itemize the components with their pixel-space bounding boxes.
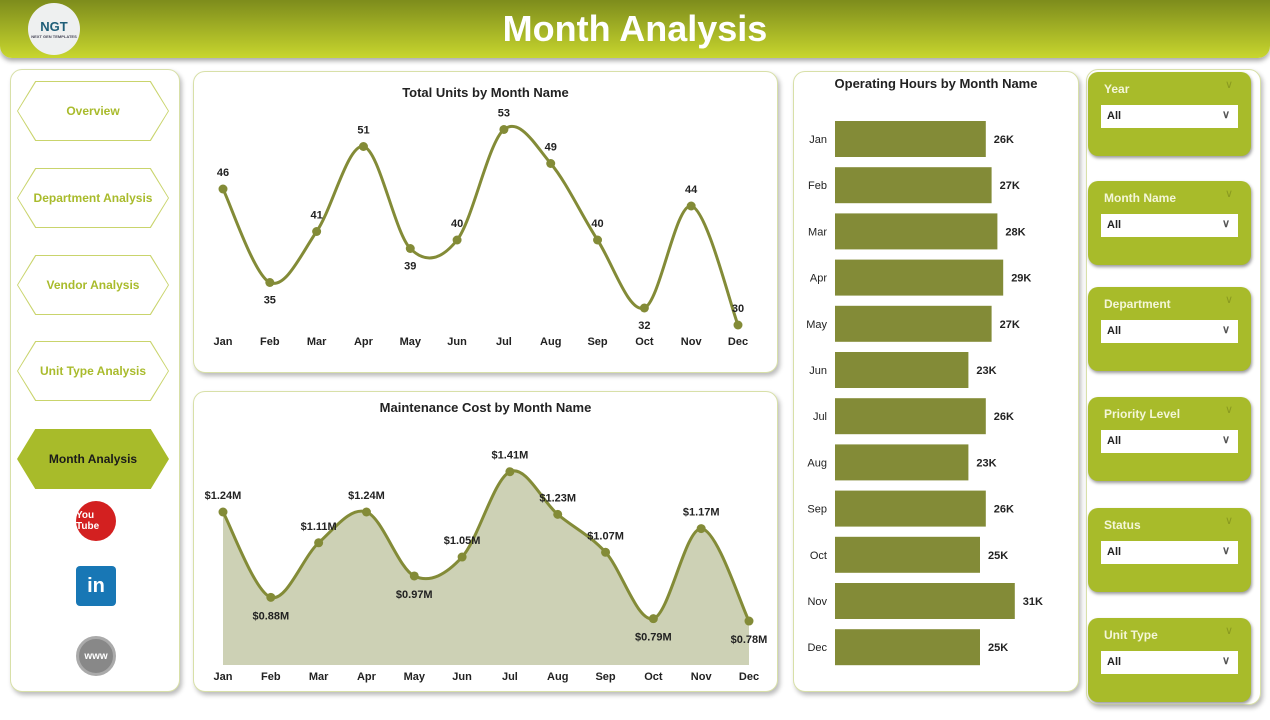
chevron-down-icon: ∨: [1221, 545, 1230, 557]
dropdown-value: All: [1107, 110, 1122, 122]
logo: NGT NEXT GEN TEMPLATES: [28, 3, 80, 55]
chart-title: Operating Hours by Month Name: [834, 76, 1038, 91]
nav-label: Vendor Analysis: [18, 256, 168, 314]
collapse-chevron-icon[interactable]: ∨: [1224, 188, 1233, 200]
filter-label: Department: [1104, 297, 1171, 311]
filter-panel: [1086, 69, 1261, 705]
youtube-label: You Tube: [76, 510, 100, 532]
dropdown-value: All: [1107, 435, 1122, 447]
nav-unit-type-analysis[interactable]: Unit Type Analysis: [17, 341, 169, 401]
page-title: Month Analysis: [502, 8, 768, 49]
filter-dropdown[interactable]: All ∨: [1101, 430, 1238, 453]
nav-overview[interactable]: Overview: [17, 81, 169, 141]
chevron-down-icon: ∨: [1221, 655, 1230, 667]
filter-status: Status ∨ All ∨: [1088, 508, 1251, 592]
nav-label: Overview: [18, 82, 168, 140]
collapse-chevron-icon[interactable]: ∨: [1224, 404, 1233, 416]
dropdown-value: All: [1107, 325, 1122, 337]
nav-label: Month Analysis: [18, 430, 168, 488]
collapse-chevron-icon[interactable]: ∨: [1224, 79, 1233, 91]
filter-year: Year ∨ All ∨: [1088, 72, 1251, 156]
logo-subtext: NEXT GEN TEMPLATES: [31, 34, 77, 39]
chart-title: Total Units by Month Name: [402, 85, 569, 100]
chevron-down-icon: ∨: [1221, 218, 1230, 230]
dropdown-value: All: [1107, 219, 1122, 231]
collapse-chevron-icon[interactable]: ∨: [1224, 515, 1233, 527]
chevron-down-icon: ∨: [1221, 109, 1230, 121]
youtube-icon[interactable]: You Tube: [76, 501, 116, 541]
filter-label: Unit Type: [1104, 628, 1158, 642]
nav-month-analysis[interactable]: Month Analysis: [17, 429, 169, 489]
filter-dropdown[interactable]: All ∨: [1101, 651, 1238, 674]
dropdown-value: All: [1107, 546, 1122, 558]
linkedin-label: in: [87, 574, 105, 597]
filter-unit-type: Unit Type ∨ All ∨: [1088, 618, 1251, 702]
header: NGT NEXT GEN TEMPLATES Month Analysis: [0, 0, 1270, 58]
chevron-down-icon: ∨: [1221, 434, 1230, 446]
globe-label: www: [84, 650, 108, 662]
filter-label: Priority Level: [1104, 407, 1181, 421]
chart-title: Maintenance Cost by Month Name: [379, 400, 592, 415]
filter-label: Month Name: [1104, 191, 1176, 205]
globe-icon[interactable]: www: [76, 636, 116, 676]
nav-label: Unit Type Analysis: [18, 342, 168, 400]
filter-dropdown[interactable]: All ∨: [1101, 214, 1238, 237]
dropdown-value: All: [1107, 656, 1122, 668]
filter-dropdown[interactable]: All ∨: [1101, 541, 1238, 564]
filter-dropdown[interactable]: All ∨: [1101, 320, 1238, 343]
filter-label: Status: [1104, 518, 1141, 532]
filter-priority-level: Priority Level ∨ All ∨: [1088, 397, 1251, 481]
collapse-chevron-icon[interactable]: ∨: [1224, 625, 1233, 637]
nav-vendor-analysis[interactable]: Vendor Analysis: [17, 255, 169, 315]
filter-month-name: Month Name ∨ All ∨: [1088, 181, 1251, 265]
linkedin-icon[interactable]: in: [76, 566, 116, 606]
filter-dropdown[interactable]: All ∨: [1101, 105, 1238, 128]
nav-department-analysis[interactable]: Department Analysis: [17, 168, 169, 228]
maintenance-cost-chart: Maintenance Cost by Month Name: [193, 391, 778, 692]
chevron-down-icon: ∨: [1221, 324, 1230, 336]
nav-label: Department Analysis: [18, 169, 168, 227]
collapse-chevron-icon[interactable]: ∨: [1224, 294, 1233, 306]
total-units-chart: Total Units by Month Name: [193, 71, 778, 373]
filter-department: Department ∨ All ∨: [1088, 287, 1251, 371]
logo-text: NGT: [40, 19, 68, 34]
filter-label: Year: [1104, 82, 1130, 96]
operating-hours-chart: Operating Hours by Month Name: [793, 71, 1079, 692]
